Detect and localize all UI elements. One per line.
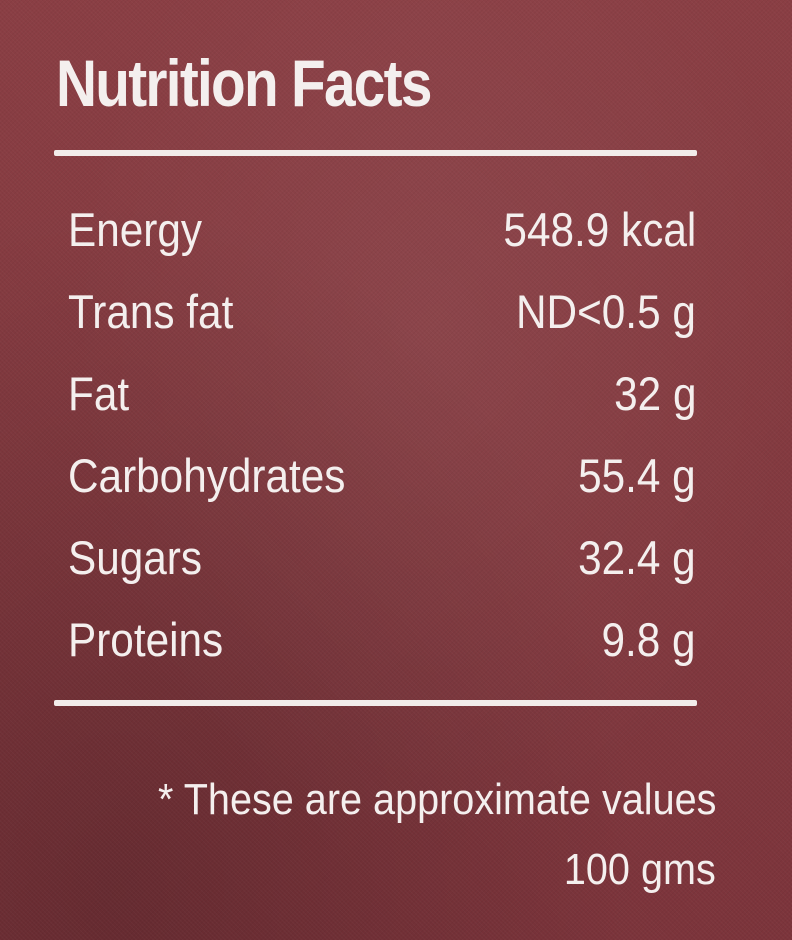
nutrient-row-proteins: Proteins 9.8 g	[68, 610, 696, 692]
nutrient-value: ND<0.5 g	[516, 285, 696, 338]
nutrient-label: Proteins	[68, 613, 224, 666]
nutrient-value: 32 g	[613, 367, 696, 420]
top-divider	[54, 150, 697, 156]
nutrient-list: Energy 548.9 kcal Trans fat ND<0.5 g Fat…	[68, 200, 696, 692]
nutrient-label: Fat	[68, 367, 130, 420]
nutrient-label: Energy	[68, 203, 203, 256]
panel-title: Nutrition Facts	[56, 46, 432, 120]
nutrient-row-sugars: Sugars 32.4 g	[68, 528, 696, 610]
approximate-values-note: * These are approximate values	[157, 775, 716, 824]
nutrient-value: 548.9 kcal	[503, 203, 696, 256]
nutrient-row-trans-fat: Trans fat ND<0.5 g	[68, 282, 696, 364]
nutrient-row-fat: Fat 32 g	[68, 364, 696, 446]
nutrient-row-energy: Energy 548.9 kcal	[68, 200, 696, 282]
nutrient-value: 9.8 g	[601, 613, 696, 666]
nutrient-label: Carbohydrates	[68, 449, 346, 502]
bottom-divider	[54, 700, 697, 706]
nutrient-value: 55.4 g	[578, 449, 696, 502]
serving-size: 100 gms	[564, 845, 716, 894]
nutrient-label: Sugars	[68, 531, 203, 584]
nutrient-label: Trans fat	[68, 285, 234, 338]
nutrient-value: 32.4 g	[578, 531, 696, 584]
nutrient-row-carbohydrates: Carbohydrates 55.4 g	[68, 446, 696, 528]
